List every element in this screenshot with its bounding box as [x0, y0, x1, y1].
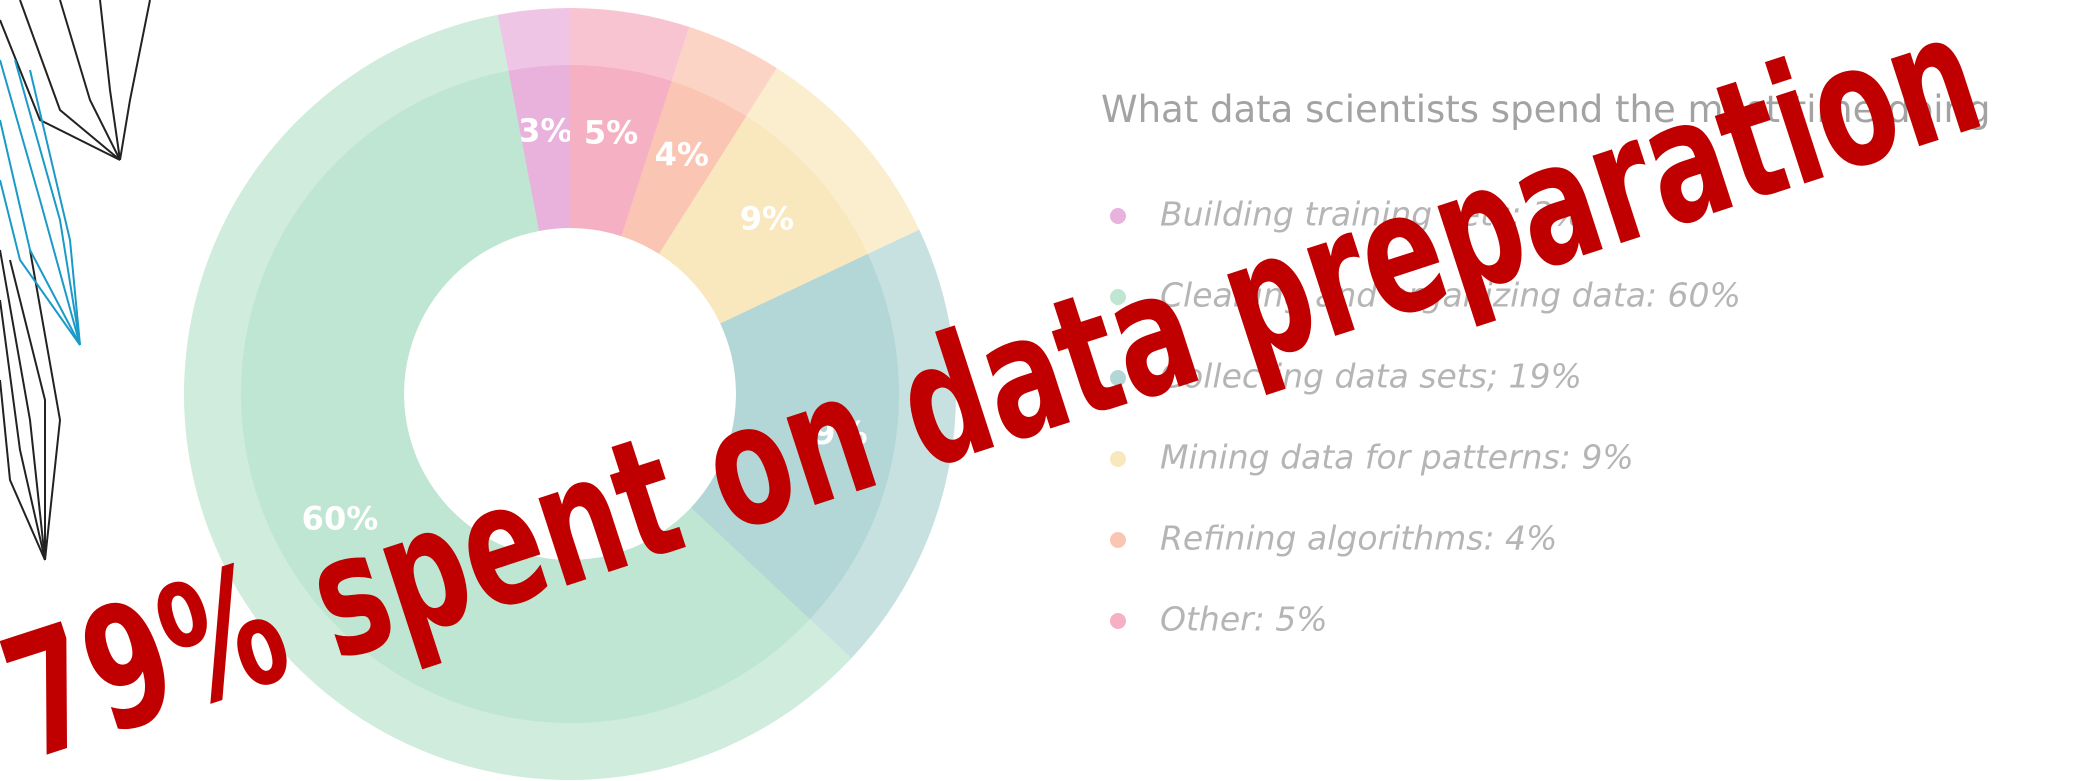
data-label: 3% [518, 112, 572, 150]
chart: 3%60%19%9%4%5% What data scientists spen… [0, 0, 2080, 781]
legend-marker [1110, 451, 1126, 467]
legend-label: Refining algorithms: 4% [1160, 519, 1557, 558]
legend-label: Mining data for patterns: 9% [1160, 438, 1634, 477]
data-label: 9% [740, 199, 794, 237]
data-label: 4% [655, 135, 709, 173]
legend-marker [1110, 208, 1126, 224]
network-decoration [0, 0, 150, 560]
data-label: 5% [584, 114, 638, 152]
legend-marker [1110, 532, 1126, 548]
legend-marker [1110, 613, 1126, 629]
legend-label: Other: 5% [1160, 600, 1328, 639]
